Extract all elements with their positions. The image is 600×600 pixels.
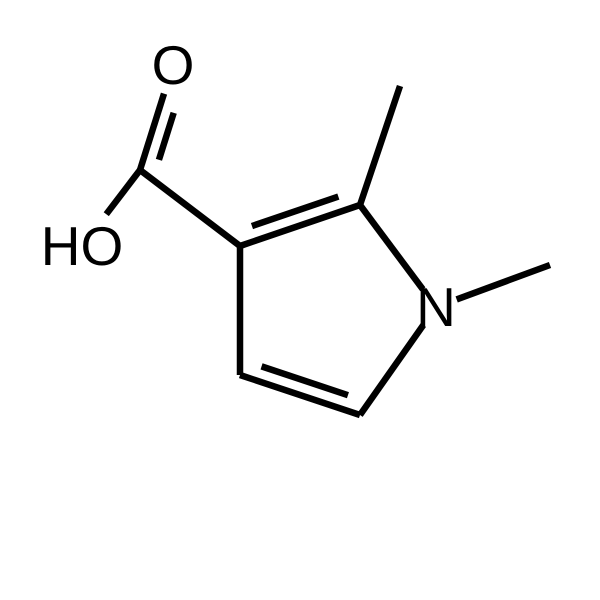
atom-label-oh: HO	[41, 215, 124, 277]
atom-label-odbl: O	[152, 34, 195, 96]
molecule-diagram: N O HO	[0, 0, 600, 600]
atoms-layer: N O HO	[41, 34, 456, 338]
atom-label-n: N	[416, 276, 456, 338]
bonds-layer	[106, 86, 550, 415]
